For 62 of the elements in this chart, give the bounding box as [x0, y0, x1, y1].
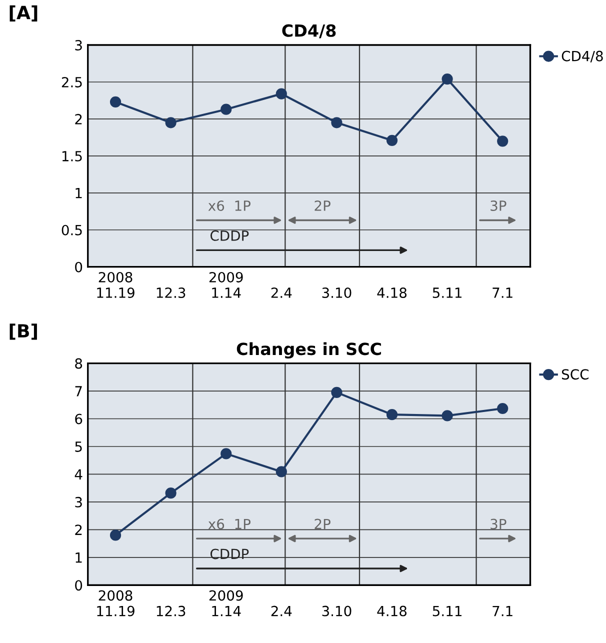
y-tick-label: 0 [75, 262, 82, 272]
text: [A] [10, 5, 38, 22]
point [220, 448, 232, 460]
x-tick-label: 4.18 [377, 288, 407, 298]
annotation: CDDP [210, 548, 249, 560]
x-tick-label: 5.11 [432, 288, 462, 298]
x-tick-label: 2.4 [271, 288, 292, 298]
y-tick-label: 5 [75, 442, 82, 452]
point [442, 410, 453, 422]
x-tick-label: 12.3 [156, 288, 186, 298]
point [331, 386, 342, 398]
y-tick-label: 7 [75, 386, 82, 396]
y-tick-label: 1 [76, 552, 82, 563]
annotation: x6 1P [208, 200, 251, 211]
y-tick-label: 3 [75, 496, 82, 508]
point [442, 73, 453, 85]
y-tick-label: 8 [75, 358, 82, 369]
x-tick-label: 5.11 [432, 606, 462, 616]
y-tick-label: 2 [75, 524, 82, 535]
legend-label: SCC [562, 369, 589, 380]
x-tick-label: 2.4 [271, 606, 292, 616]
y-tick-label: 0 [75, 580, 82, 591]
x-tick-label: 2009 1.14 [209, 272, 243, 298]
annotation: 3P [490, 200, 506, 211]
y-tick-label: 1 [76, 188, 82, 198]
point [276, 466, 287, 478]
annotation: x6 1P [208, 518, 251, 530]
chart-title: CD4/8 [282, 24, 336, 38]
x-tick-label: 3.10 [322, 288, 352, 298]
y-tick-label: 1.5 [62, 151, 82, 162]
point [110, 96, 122, 108]
x-tick-label: 4.18 [377, 606, 407, 616]
chart-title: Changes in SCC [236, 342, 381, 359]
y-tick-label: 2 [75, 114, 82, 124]
text: [B] [10, 324, 37, 340]
point [220, 104, 232, 115]
x-tick-label: 2009 1.14 [209, 590, 243, 616]
point [386, 409, 398, 420]
annotation: 2P [314, 518, 330, 530]
point [386, 134, 398, 146]
annotation: 3P [490, 518, 506, 530]
x-tick-label: 2008 11.19 [97, 272, 134, 298]
x-tick-label: 7.1 [492, 288, 512, 298]
point [110, 530, 122, 541]
x-tick-label: 7.1 [492, 606, 512, 616]
x-tick-label: 2008 11.19 [97, 590, 134, 616]
annotation: 2P [314, 200, 330, 211]
point [497, 402, 508, 414]
point [165, 117, 176, 128]
x-tick-label: 12.3 [156, 606, 186, 616]
y-tick-label: 3 [75, 40, 82, 50]
y-tick-label: 6 [75, 414, 82, 424]
point [497, 136, 508, 147]
point [276, 88, 287, 100]
y-tick-label: 2.5 [62, 76, 82, 88]
point [165, 488, 176, 499]
y-tick-label: 0.5 [62, 224, 82, 236]
legend-label: CD4/8 [562, 50, 603, 62]
annotation: CDDP [210, 230, 249, 241]
point [331, 117, 342, 128]
x-tick-label: 3.10 [322, 606, 352, 616]
y-tick-label: 4 [74, 469, 82, 480]
